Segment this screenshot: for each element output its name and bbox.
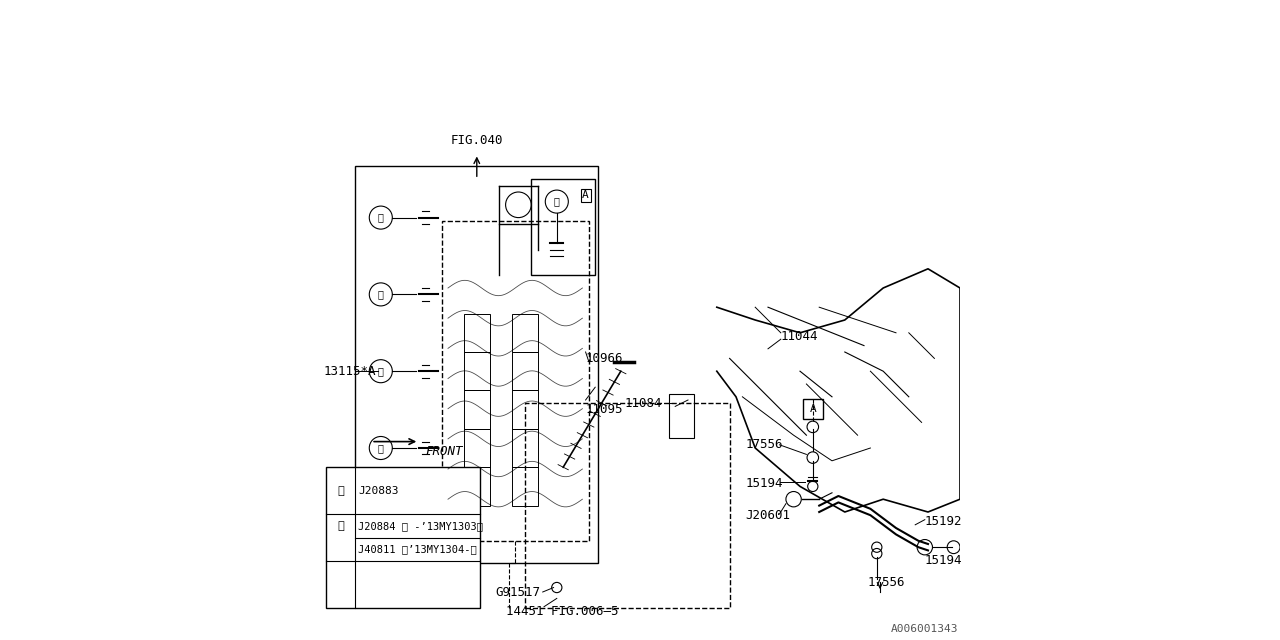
Bar: [465, 314, 490, 352]
Text: ②: ②: [338, 521, 344, 531]
Text: ①: ①: [378, 289, 384, 300]
Bar: [465, 352, 490, 390]
Text: 11084: 11084: [625, 397, 663, 410]
Bar: [803, 399, 823, 419]
Bar: [442, 221, 589, 541]
Text: 14451 FIG.006–5: 14451 FIG.006–5: [506, 605, 618, 618]
Text: ①: ①: [378, 366, 384, 376]
Bar: [512, 352, 538, 390]
Text: FRONT: FRONT: [425, 445, 463, 458]
Text: 11044: 11044: [781, 330, 818, 342]
Text: ②: ②: [554, 196, 559, 207]
Text: ①: ①: [378, 212, 384, 223]
Bar: [465, 467, 490, 506]
Text: 15192: 15192: [924, 515, 963, 528]
Text: ①: ①: [378, 443, 384, 453]
Text: 11095: 11095: [585, 403, 623, 416]
Text: J20884 〈 -’13MY1303〉: J20884 〈 -’13MY1303〉: [358, 521, 484, 531]
Text: 17556: 17556: [868, 576, 905, 589]
Bar: [531, 179, 595, 275]
Bar: [465, 429, 490, 467]
Bar: [326, 467, 480, 608]
Bar: [512, 429, 538, 467]
Text: G91517: G91517: [495, 586, 540, 598]
Text: A006001343: A006001343: [891, 623, 959, 634]
Text: 15194: 15194: [745, 477, 783, 490]
Bar: [356, 166, 599, 563]
Text: FIG.040: FIG.040: [451, 134, 503, 147]
Bar: [512, 390, 538, 429]
Bar: [465, 390, 490, 429]
Text: A: A: [809, 404, 817, 414]
Bar: [668, 394, 694, 438]
Text: A: A: [582, 190, 589, 200]
Text: J20883: J20883: [358, 486, 399, 495]
Text: J20601: J20601: [745, 509, 791, 522]
Bar: [525, 403, 730, 608]
Text: 17556: 17556: [745, 438, 783, 451]
Text: 13115*A: 13115*A: [323, 365, 376, 378]
Text: 10966: 10966: [585, 352, 623, 365]
Text: J40811 〈’13MY1304-〉: J40811 〈’13MY1304-〉: [358, 545, 477, 554]
Text: 15194: 15194: [924, 554, 963, 566]
Bar: [512, 467, 538, 506]
Text: ①: ①: [338, 486, 344, 495]
Bar: [512, 314, 538, 352]
